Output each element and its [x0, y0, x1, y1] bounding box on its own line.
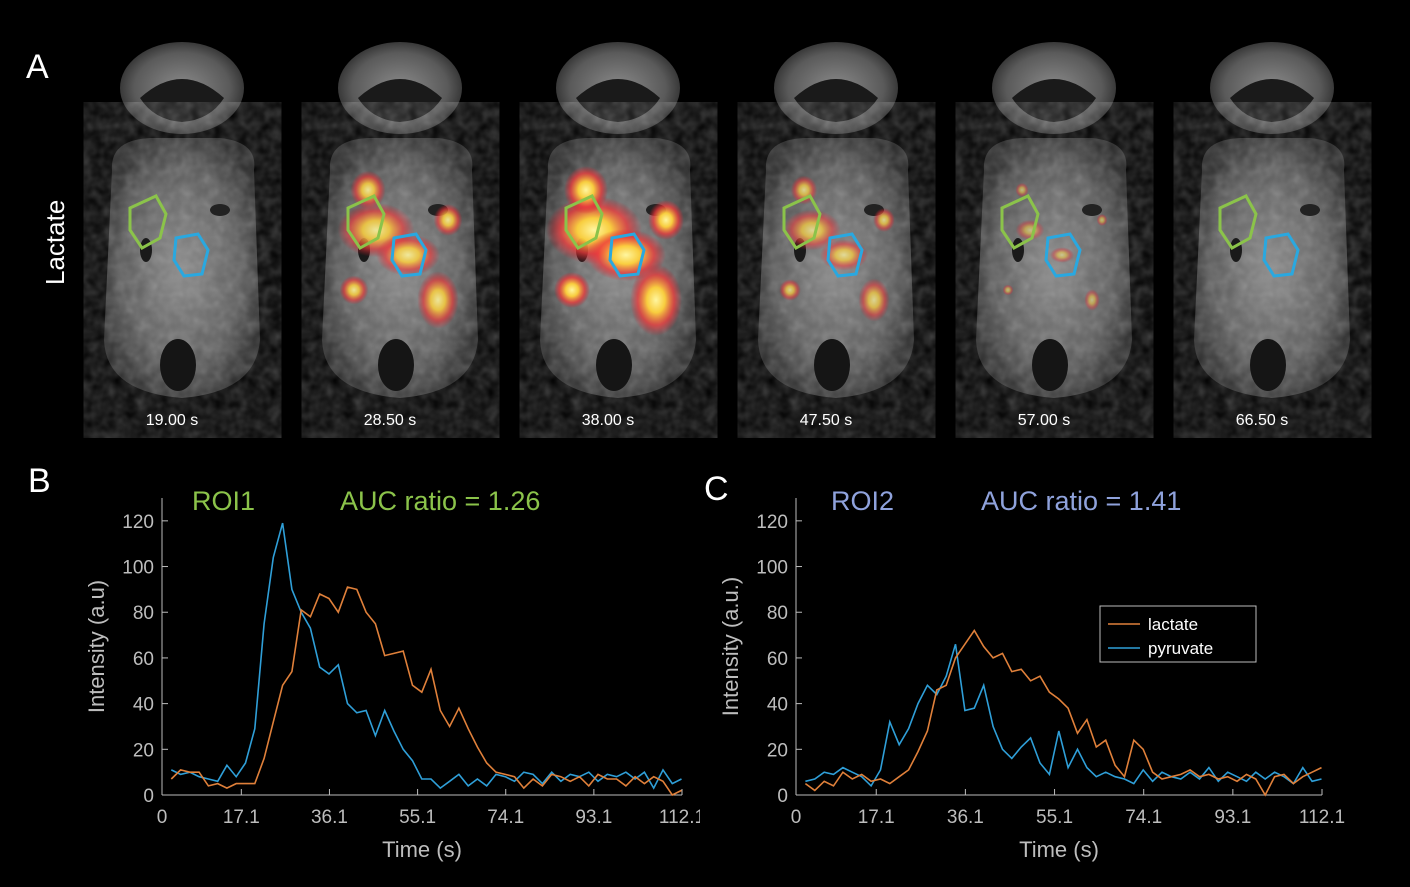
- frame-time-label: 47.50 s: [799, 412, 853, 429]
- y-tick-label: 40: [133, 695, 154, 716]
- x-tick-label: 36.1: [311, 807, 348, 828]
- y-tick-label: 20: [133, 740, 154, 761]
- y-tick-label: 0: [143, 786, 154, 807]
- auc-ratio-label: AUC ratio = 1.26: [340, 486, 540, 516]
- frame-time-label: 28.50 s: [363, 412, 417, 429]
- x-tick-label: 36.1: [947, 807, 984, 828]
- legend-label-pyruvate: pyruvate: [1148, 639, 1213, 658]
- x-axis-label: Time (s): [1019, 837, 1099, 862]
- x-tick-label: 93.1: [575, 807, 612, 828]
- mri-image: [1190, 42, 1355, 410]
- y-tick-label: 20: [767, 740, 788, 761]
- frame-time-label: 66.50 s: [1235, 412, 1289, 429]
- x-tick-label: 74.1: [487, 807, 524, 828]
- x-tick-label: 0: [791, 807, 802, 828]
- y-tick-label: 80: [133, 603, 154, 624]
- mri-image: [754, 42, 919, 410]
- mri-frame: [506, 20, 726, 440]
- legend-box: [1099, 605, 1257, 663]
- y-tick-label: 80: [767, 603, 788, 624]
- x-tick-label: 17.1: [858, 807, 895, 828]
- panel-letter-b: B: [28, 462, 51, 500]
- mri-image: [100, 42, 265, 410]
- y-tick-label: 120: [122, 512, 154, 533]
- roi-label: ROI1: [192, 486, 255, 516]
- x-tick-label: 112.1: [659, 807, 700, 828]
- x-tick-label: 93.1: [1214, 807, 1251, 828]
- chart-roi1: 0 20 40 60 80 100 120 0 17.1 36.1 55.1 74.1 93.1 112.…: [84, 486, 700, 862]
- chart-roi2: 0 20 40 60 80 100 120 0 17.1 36.1 55.1 74.1 93.1 112.…: [718, 486, 1345, 862]
- y-tick-label: 60: [767, 649, 788, 670]
- mri-frame: [1160, 20, 1380, 440]
- x-axis-label: Time (s): [382, 837, 462, 862]
- lactate-series-line: [170, 586, 682, 797]
- mri-image: [972, 42, 1137, 410]
- mri-image: [536, 42, 701, 410]
- mri-frame: [942, 20, 1162, 440]
- x-tick-label: 74.1: [1125, 807, 1162, 828]
- auc-ratio-label: AUC ratio = 1.41: [981, 486, 1181, 516]
- y-tick-label: 120: [756, 512, 788, 533]
- panel-letter-c: C: [704, 470, 729, 508]
- x-tick-label: 17.1: [223, 807, 260, 828]
- x-tick-label: 112.1: [1299, 807, 1345, 828]
- pyruvate-series-line: [170, 522, 682, 790]
- frame-time-label: 19.00 s: [145, 412, 199, 429]
- y-tick-label: 60: [133, 649, 154, 670]
- mri-frame: [724, 20, 944, 440]
- x-tick-label: 55.1: [1036, 807, 1073, 828]
- panel-letter-a: A: [26, 48, 49, 86]
- mri-image: [318, 42, 483, 410]
- mri-frame: [288, 20, 508, 440]
- frame-time-label: 38.00 s: [581, 412, 635, 429]
- mri-frame: [70, 20, 290, 440]
- pyruvate-series-line: [805, 643, 1322, 788]
- y-tick-label: 100: [756, 558, 788, 579]
- y-axis-label: Intensity (a.u.): [718, 577, 743, 716]
- row-label-lactate: Lactate: [40, 199, 70, 285]
- lactate-series-line: [804, 629, 1322, 797]
- y-tick-label: 100: [122, 558, 154, 579]
- x-tick-label: 0: [157, 807, 168, 828]
- frame-time-label: 57.00 s: [1017, 412, 1071, 429]
- x-tick-label: 55.1: [399, 807, 436, 828]
- legend-label-lactate: lactate: [1148, 615, 1198, 634]
- y-tick-label: 40: [767, 695, 788, 716]
- roi-label: ROI2: [831, 486, 894, 516]
- y-axis-label: Intensity (a.u): [84, 580, 109, 713]
- y-tick-label: 0: [777, 786, 788, 807]
